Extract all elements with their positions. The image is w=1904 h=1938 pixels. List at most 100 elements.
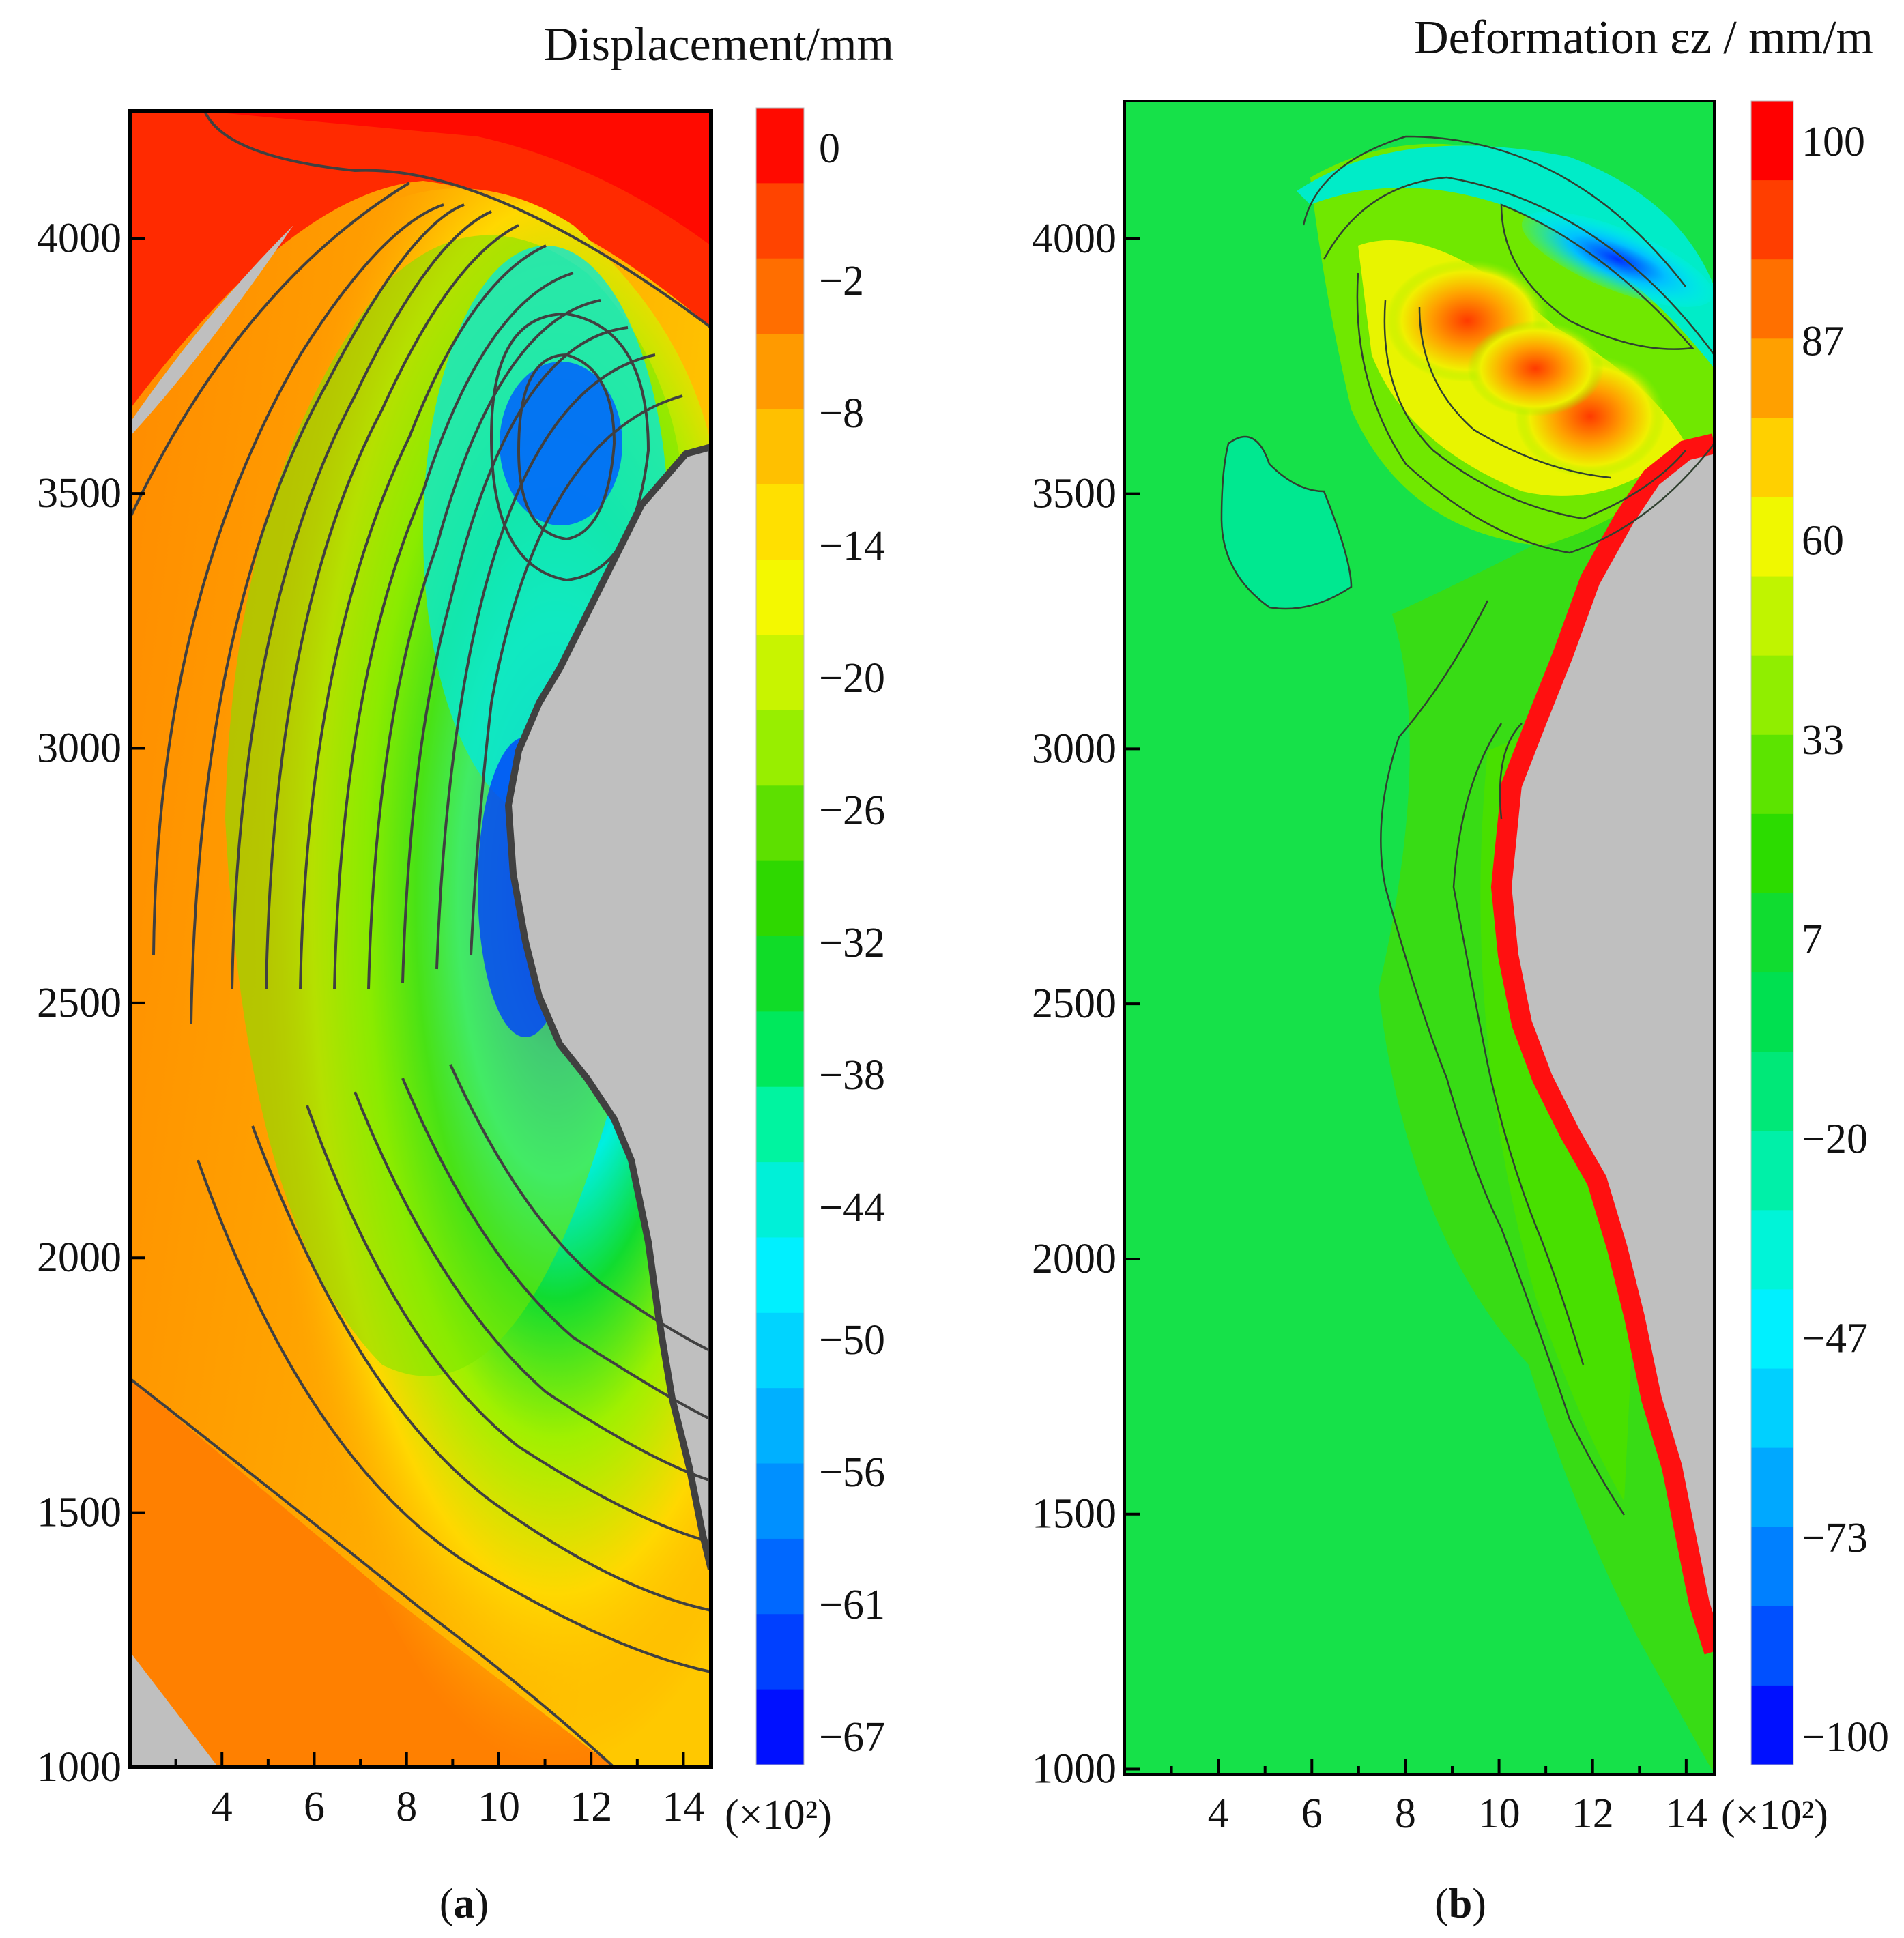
a-x-tick-label: 4 — [212, 1784, 233, 1830]
a-y-tick-label: 2500 — [37, 980, 121, 1026]
a-colorbar-label: −61 — [819, 1582, 885, 1628]
panel-a-contours — [130, 111, 711, 1767]
b-colorbar-swatch — [1751, 497, 1793, 577]
b-colorbar-swatch — [1751, 1368, 1793, 1449]
b-x-tick-label: 4 — [1208, 1791, 1229, 1837]
a-colorbar-swatch — [756, 1011, 804, 1088]
a-colorbar-swatch — [756, 710, 804, 786]
a-colorbar-label: −67 — [819, 1714, 885, 1761]
b-colorbar-label: −100 — [1802, 1714, 1889, 1761]
b-colorbar-swatch — [1751, 1289, 1793, 1370]
b-colorbar-label: −73 — [1802, 1515, 1868, 1561]
panel-a-caption: (a) — [439, 1881, 489, 1927]
b-x-tick-label: 14 — [1665, 1791, 1707, 1837]
a-colorbar-swatch — [756, 635, 804, 711]
panel-a: 4 6 8 10 12 14 1000 1500 2000 2500 3000 3500 4000 0 −… — [37, 18, 894, 1927]
a-colorbar-label: −20 — [819, 655, 885, 702]
b-y-tick-label: 3000 — [1032, 725, 1116, 772]
b-y-tick-label: 1000 — [1032, 1746, 1116, 1793]
a-colorbar-swatch — [756, 1237, 804, 1314]
b-colorbar-swatch — [1751, 338, 1793, 418]
panel-a-colorbar: 0 −2 −8 −14 −20 −26 −32 −38 −44 −50 −56 −61 −67 — [755, 107, 885, 1765]
a-colorbar-swatch — [756, 1388, 804, 1464]
a-colorbar-swatch — [756, 108, 804, 184]
a-colorbar-swatch — [756, 1162, 804, 1239]
b-colorbar-swatch — [1751, 1052, 1793, 1131]
panel-b-caption: (b) — [1434, 1881, 1486, 1927]
a-colorbar-label: −2 — [819, 258, 864, 304]
a-colorbar-label: −26 — [819, 787, 885, 834]
b-colorbar-label: −47 — [1802, 1316, 1868, 1362]
b-colorbar-label: 87 — [1802, 318, 1844, 364]
b-colorbar-swatch — [1751, 259, 1793, 339]
b-colorbar-swatch — [1751, 180, 1793, 260]
b-colorbar-frame — [1750, 100, 1794, 1765]
b-colorbar-label: 100 — [1802, 119, 1865, 165]
b-x-tick-label: 10 — [1478, 1791, 1520, 1837]
a-x-tick-label: 10 — [478, 1784, 520, 1830]
b-y-tick-label: 2500 — [1032, 981, 1116, 1027]
a-colorbar-label: −8 — [819, 390, 864, 437]
a-y-tick-label: 1000 — [37, 1744, 121, 1791]
a-colorbar-label: −50 — [819, 1317, 885, 1363]
a-colorbar-swatch — [756, 409, 804, 485]
a-colorbar-swatch — [756, 1614, 804, 1690]
a-colorbar-swatch — [756, 484, 804, 560]
panel-a-x-multiplier: (×10²) — [725, 1792, 832, 1838]
a-colorbar-swatch — [756, 936, 804, 1012]
a-colorbar-swatch — [756, 860, 804, 937]
b-colorbar-swatch — [1751, 655, 1793, 736]
panel-a-colorbar-title: Displacement/mm — [544, 18, 894, 71]
b-y-tick-label: 3500 — [1032, 471, 1116, 517]
b-colorbar-label: 60 — [1802, 518, 1844, 564]
b-colorbar-swatch — [1751, 734, 1793, 815]
a-x-tick-label: 8 — [396, 1784, 417, 1830]
b-x-tick-label: 12 — [1572, 1791, 1614, 1837]
a-x-tick-label: 14 — [662, 1784, 704, 1830]
b-colorbar-swatch — [1751, 576, 1793, 656]
b-colorbar-swatch — [1751, 1210, 1793, 1290]
a-colorbar-frame — [755, 107, 805, 1765]
panel-b-frame — [1123, 100, 1716, 1776]
a-colorbar-swatch — [756, 1463, 804, 1539]
a-colorbar-swatch — [756, 560, 804, 636]
a-colorbar-swatch — [756, 1689, 804, 1765]
a-colorbar-swatch — [756, 183, 804, 259]
b-colorbar-swatch — [1751, 101, 1793, 181]
a-y-tick-label: 1500 — [37, 1490, 121, 1536]
a-colorbar-label: −14 — [819, 523, 885, 569]
a-colorbar-label: 0 — [819, 126, 840, 172]
panel-a-frame — [128, 109, 713, 1769]
b-colorbar-swatch — [1751, 972, 1793, 1052]
b-colorbar-swatch — [1751, 1131, 1793, 1211]
b-y-tick-label: 4000 — [1032, 216, 1116, 262]
panel-b-colorbar: 100 87 60 33 7 −20 −47 −73 −100 — [1750, 100, 1889, 1765]
a-colorbar-label: −38 — [819, 1052, 885, 1099]
a-colorbar-swatch — [756, 334, 804, 410]
panel-b-contours — [1220, 135, 1714, 1516]
a-y-tick-label: 3500 — [37, 470, 121, 517]
panel-b-field — [1125, 101, 1714, 1774]
a-x-tick-label: 12 — [570, 1784, 612, 1830]
panel-b: 4 6 8 10 12 14 1000 1500 2000 2500 3000 3500 4000 10… — [1032, 12, 1889, 1927]
a-colorbar-swatch — [756, 258, 804, 334]
b-x-tick-label: 8 — [1395, 1791, 1416, 1837]
a-x-tick-label: 6 — [304, 1784, 325, 1830]
a-colorbar-swatch — [756, 1086, 804, 1163]
b-colorbar-swatch — [1751, 813, 1793, 894]
a-y-tick-label: 4000 — [37, 216, 121, 262]
b-colorbar-label: 33 — [1802, 717, 1844, 764]
b-colorbar-swatch — [1751, 1447, 1793, 1528]
b-colorbar-swatch — [1751, 1606, 1793, 1686]
panel-b-label: b — [1449, 1881, 1472, 1927]
b-colorbar-label: −20 — [1802, 1116, 1868, 1162]
b-y-tick-label: 1500 — [1032, 1491, 1116, 1537]
a-colorbar-swatch — [756, 785, 804, 862]
a-colorbar-label: −56 — [819, 1449, 885, 1496]
b-y-tick-label: 2000 — [1032, 1236, 1116, 1282]
b-colorbar-swatch — [1751, 1527, 1793, 1607]
a-colorbar-label: −32 — [819, 920, 885, 966]
panel-a-label: a — [454, 1881, 475, 1927]
panel-b-colorbar-title: Deformation εz / mm/m — [1414, 12, 1873, 64]
